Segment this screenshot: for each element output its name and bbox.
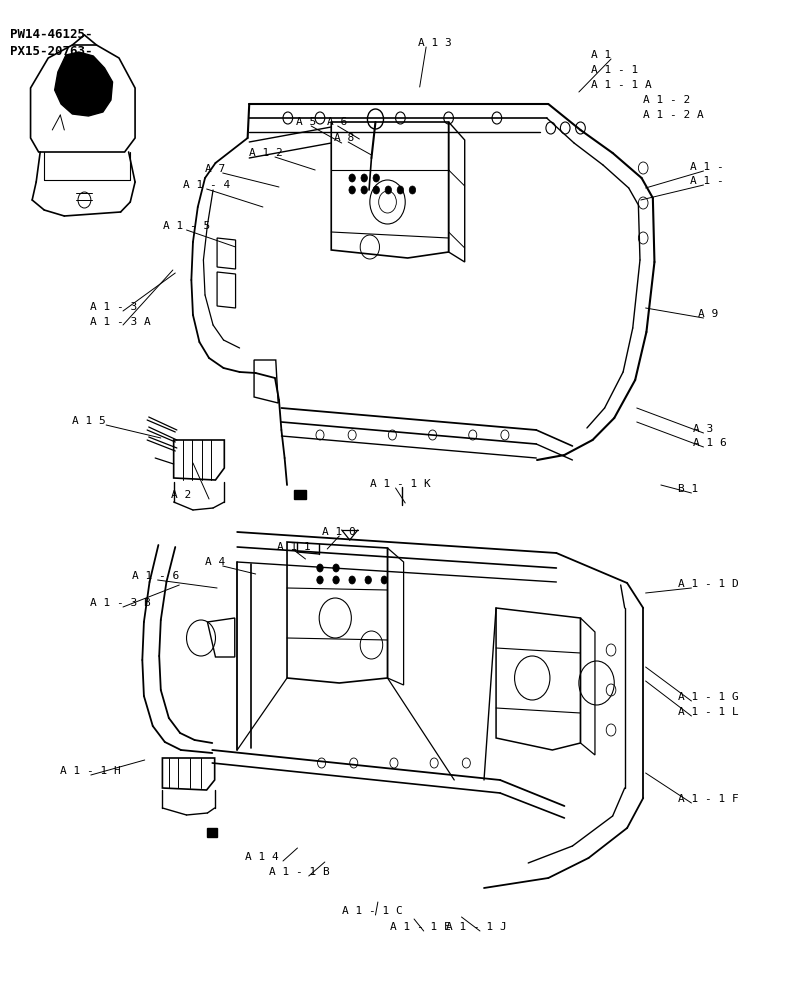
- Text: A 1 3: A 1 3: [418, 38, 451, 48]
- Text: A 1 - 1 G: A 1 - 1 G: [677, 692, 738, 702]
- Text: A 1 - 1 K: A 1 - 1 K: [369, 479, 430, 489]
- Circle shape: [332, 576, 339, 584]
- Text: A 1 - 1 F: A 1 - 1 F: [677, 794, 738, 804]
- Circle shape: [361, 186, 367, 194]
- Text: A 1 0: A 1 0: [321, 527, 355, 537]
- Text: A 1 5: A 1 5: [72, 416, 106, 426]
- Text: A 1 - 1 E: A 1 - 1 E: [389, 922, 450, 932]
- Text: A 1 - 1 B: A 1 - 1 B: [269, 867, 330, 877]
- Text: A 1 -: A 1 -: [689, 162, 723, 172]
- Text: A 1 - 2 A: A 1 - 2 A: [642, 110, 703, 120]
- Circle shape: [349, 174, 355, 182]
- Circle shape: [316, 576, 323, 584]
- Text: A 1 - 3: A 1 - 3: [90, 302, 137, 312]
- Text: A 1 - 1 C: A 1 - 1 C: [341, 906, 402, 916]
- Polygon shape: [206, 828, 217, 837]
- Text: A 1 - 1 A: A 1 - 1 A: [590, 80, 651, 90]
- Text: A 8: A 8: [333, 133, 353, 143]
- Text: A 6: A 6: [327, 117, 347, 127]
- Text: A 1 4: A 1 4: [245, 852, 279, 862]
- Text: A 1 2: A 1 2: [249, 148, 283, 158]
- Text: A 1 -: A 1 -: [689, 176, 723, 186]
- Circle shape: [349, 186, 355, 194]
- Circle shape: [316, 564, 323, 572]
- Text: A 1 - 4: A 1 - 4: [183, 180, 230, 190]
- Circle shape: [365, 576, 371, 584]
- Text: A 1 - 1: A 1 - 1: [590, 65, 638, 75]
- Text: A 5: A 5: [296, 117, 316, 127]
- Text: A 1 1: A 1 1: [277, 542, 311, 552]
- Text: A 1: A 1: [590, 50, 610, 60]
- Circle shape: [361, 174, 367, 182]
- Text: B 1: B 1: [677, 484, 697, 494]
- Text: A 3: A 3: [692, 424, 712, 434]
- Text: A 1 - 1 D: A 1 - 1 D: [677, 579, 738, 589]
- Circle shape: [385, 186, 391, 194]
- Polygon shape: [55, 52, 112, 116]
- Text: A 1 6: A 1 6: [692, 438, 726, 448]
- Text: A 9: A 9: [697, 309, 717, 319]
- Circle shape: [373, 174, 379, 182]
- Circle shape: [332, 564, 339, 572]
- Circle shape: [349, 576, 355, 584]
- Text: A 7: A 7: [205, 164, 225, 174]
- Text: A 1 - 1 J: A 1 - 1 J: [446, 922, 507, 932]
- Text: A 1 - 3 B: A 1 - 3 B: [90, 598, 151, 608]
- Circle shape: [397, 186, 403, 194]
- Text: PW14-46125-
PX15-20763-: PW14-46125- PX15-20763-: [10, 28, 92, 58]
- Text: A 1 - 1 H: A 1 - 1 H: [60, 766, 121, 776]
- Circle shape: [381, 576, 387, 584]
- Text: A 1 - 5: A 1 - 5: [163, 221, 210, 231]
- Text: A 1 - 3 A: A 1 - 3 A: [90, 317, 151, 327]
- Text: A 1 - 1 L: A 1 - 1 L: [677, 707, 738, 717]
- Circle shape: [409, 186, 415, 194]
- Text: A 4: A 4: [205, 557, 225, 567]
- Polygon shape: [294, 490, 305, 499]
- Circle shape: [373, 186, 379, 194]
- Text: A 1 - 6: A 1 - 6: [132, 571, 179, 581]
- Text: A 2: A 2: [171, 490, 191, 500]
- Text: A 1 - 2: A 1 - 2: [642, 95, 690, 105]
